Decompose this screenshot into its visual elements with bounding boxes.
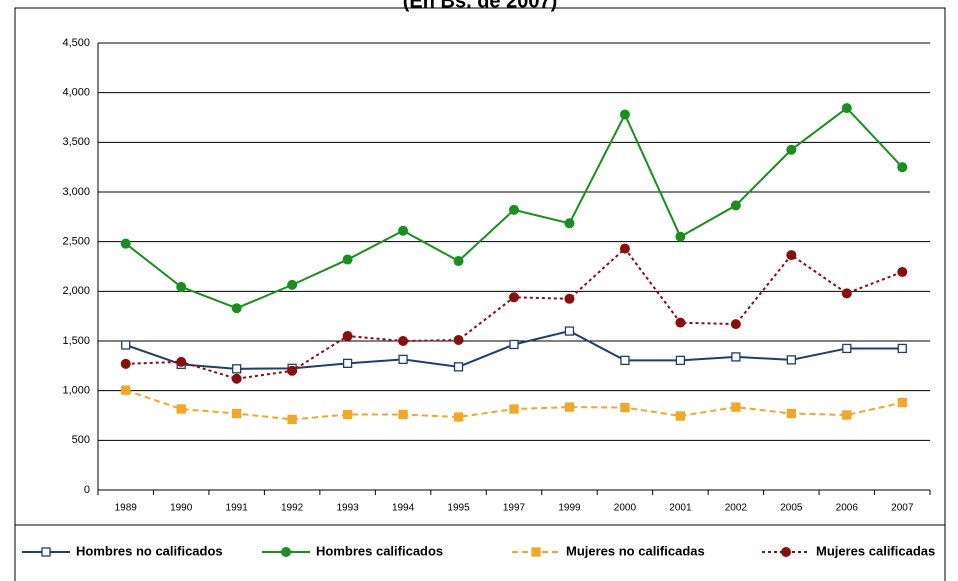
point: [342, 409, 353, 420]
point: [619, 109, 630, 120]
legend-marker: [41, 547, 51, 557]
point: [509, 404, 519, 414]
x-tick-label: 1989: [115, 503, 138, 514]
legend-label: Mujeres no calificadas: [566, 543, 705, 558]
point: [786, 250, 797, 261]
point: [786, 144, 797, 155]
series-line: [125, 330, 903, 370]
point: [453, 256, 464, 267]
point: [842, 410, 852, 420]
y-tick-label: 500: [72, 434, 90, 446]
point: [731, 352, 741, 362]
point: [398, 409, 408, 420]
point: [564, 218, 575, 229]
y-tick-label: 1,500: [62, 335, 90, 347]
point: [897, 397, 907, 408]
point: [398, 336, 409, 346]
point: [342, 358, 353, 369]
x-tick-label: 2007: [891, 503, 914, 514]
point: [287, 365, 298, 376]
point: [564, 326, 575, 336]
x-tick-label: 1999: [558, 503, 581, 514]
point: [232, 364, 242, 374]
y-tick-label: 4,500: [62, 37, 90, 49]
chart-title: (En Bs. de 2007): [403, 0, 558, 12]
point: [509, 204, 519, 215]
legend-marker: [781, 547, 791, 557]
y-tick-label: 4,000: [62, 87, 90, 99]
point: [897, 162, 908, 173]
point: [620, 402, 630, 413]
legend-box: [14, 524, 946, 581]
x-tick-label: 2001: [669, 503, 692, 514]
point: [120, 238, 131, 249]
x-tick-label: 2000: [614, 503, 637, 514]
point: [342, 331, 353, 342]
x-tick-label: 2002: [725, 503, 748, 514]
point: [619, 243, 630, 254]
x-tick-label: 1994: [392, 503, 415, 514]
x-tick-label: 1997: [503, 503, 526, 514]
point: [786, 408, 796, 419]
legend-label: Hombres calificados: [316, 543, 443, 558]
x-tick-label: 1993: [336, 503, 359, 514]
y-tick-label: 3,500: [62, 136, 90, 148]
point: [841, 103, 852, 114]
point: [509, 339, 519, 350]
legend-label: Hombres no calificados: [76, 543, 223, 558]
point: [564, 402, 575, 412]
chart-border: [14, 7, 946, 581]
x-tick-label: 1995: [447, 503, 470, 514]
point: [176, 404, 186, 414]
x-tick-label: 2006: [836, 503, 859, 514]
point: [897, 343, 907, 354]
point: [287, 414, 297, 425]
point: [121, 340, 131, 350]
point: [675, 231, 686, 242]
point: [564, 293, 575, 304]
y-tick-label: 2,500: [62, 236, 90, 248]
point: [897, 266, 908, 277]
point: [730, 319, 741, 330]
legend-marker: [531, 547, 541, 557]
point: [731, 402, 741, 412]
point: [231, 303, 242, 314]
point: [730, 200, 741, 211]
point: [842, 343, 852, 354]
point: [176, 356, 187, 367]
point: [509, 292, 519, 303]
y-tick-label: 2,000: [62, 285, 90, 297]
point: [675, 411, 686, 421]
x-tick-label: 1991: [226, 503, 249, 514]
legend-marker: [281, 547, 291, 557]
point: [398, 225, 409, 236]
point: [841, 288, 852, 299]
point: [232, 408, 242, 419]
point: [453, 335, 464, 346]
point: [675, 355, 686, 366]
x-tick-label: 1992: [281, 503, 304, 514]
point: [398, 354, 408, 365]
point: [287, 279, 298, 290]
point: [231, 373, 242, 384]
y-tick-label: 0: [84, 484, 90, 496]
y-tick-label: 1,000: [62, 385, 90, 397]
point: [453, 362, 464, 372]
point: [620, 355, 630, 366]
point: [120, 358, 131, 369]
point: [121, 385, 131, 395]
point: [675, 317, 686, 328]
x-tick-label: 2005: [780, 503, 803, 514]
x-tick-label: 1990: [170, 503, 193, 514]
point: [342, 254, 353, 265]
legend-label: Mujeres calificadas: [816, 543, 935, 558]
point: [786, 355, 796, 365]
point: [453, 412, 464, 422]
point: [176, 281, 187, 292]
y-tick-label: 3,000: [62, 186, 90, 198]
